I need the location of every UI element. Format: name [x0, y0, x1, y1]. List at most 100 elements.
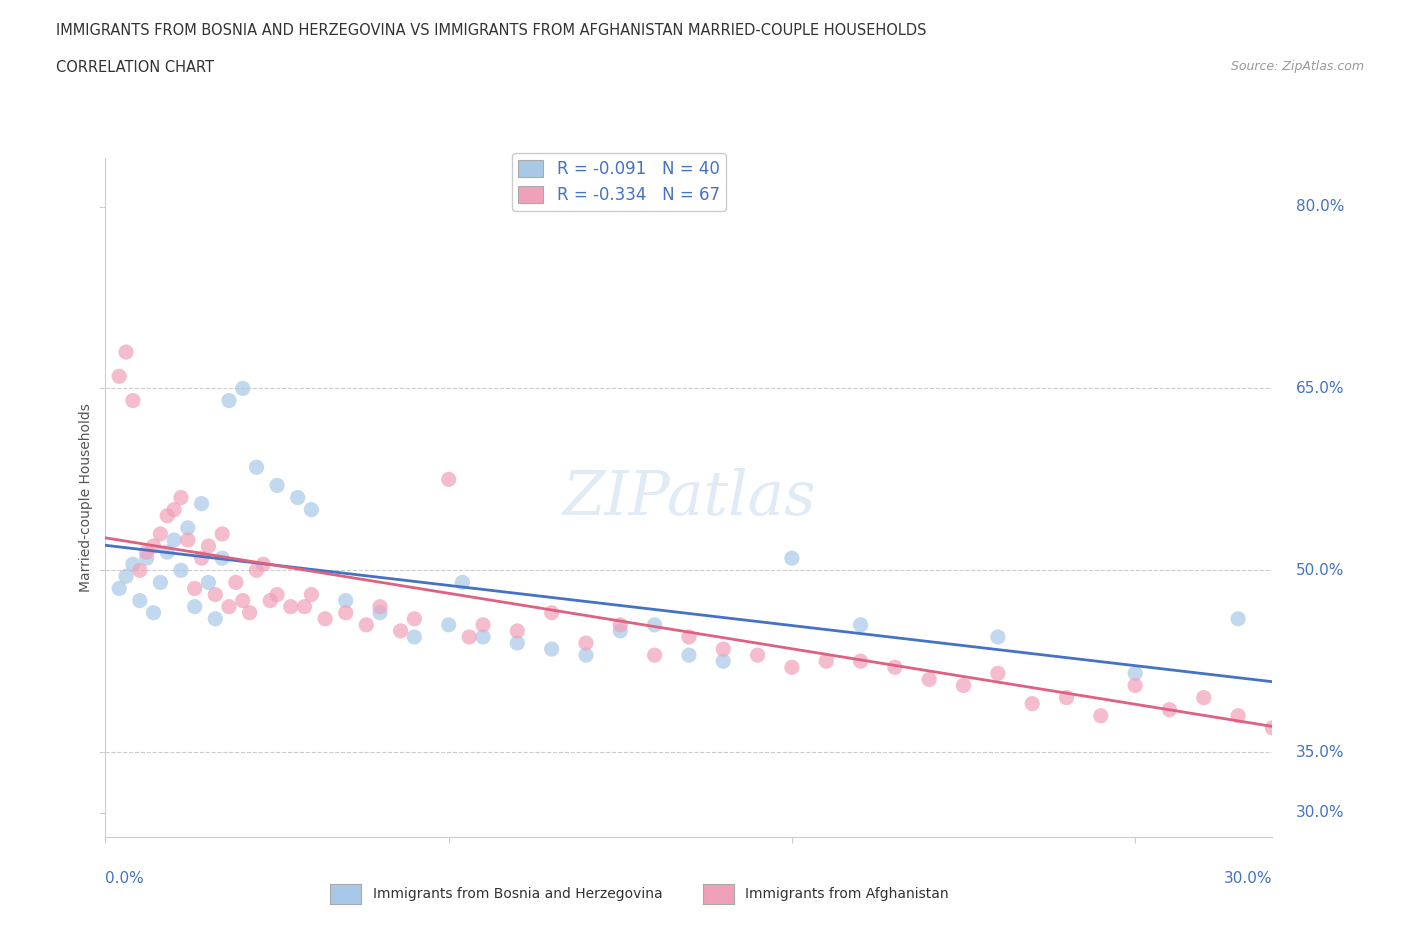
Point: [299, 587, 322, 602]
Point: [389, 623, 412, 638]
Point: [1227, 611, 1250, 626]
Text: 35.0%: 35.0%: [1296, 745, 1344, 760]
Point: [266, 587, 288, 602]
Point: [245, 459, 267, 474]
Point: [883, 660, 905, 675]
Point: [711, 654, 734, 669]
Point: [232, 381, 254, 396]
Y-axis label: Married-couple Households: Married-couple Households: [79, 403, 93, 592]
Text: ZIPatlas: ZIPatlas: [562, 468, 815, 527]
Point: [368, 599, 391, 614]
Point: [259, 593, 281, 608]
Text: 65.0%: 65.0%: [1296, 381, 1344, 396]
Point: [266, 478, 288, 493]
Point: [472, 618, 495, 632]
Point: [190, 551, 212, 565]
Point: [163, 502, 186, 517]
Text: CORRELATION CHART: CORRELATION CHART: [56, 60, 214, 75]
Point: [218, 599, 240, 614]
Point: [211, 551, 233, 565]
Point: [218, 393, 240, 408]
Point: [609, 623, 631, 638]
Point: [204, 587, 226, 602]
Legend: R = -0.091   N = 40, R = -0.334   N = 67: R = -0.091 N = 40, R = -0.334 N = 67: [512, 153, 727, 211]
Point: [506, 623, 529, 638]
Point: [149, 575, 172, 590]
Point: [128, 593, 150, 608]
Point: [183, 599, 205, 614]
Point: [177, 521, 200, 536]
Point: [197, 538, 219, 553]
Point: [747, 647, 769, 662]
Text: 80.0%: 80.0%: [1296, 199, 1344, 214]
Point: [142, 538, 165, 553]
Point: [849, 654, 872, 669]
Point: [177, 533, 200, 548]
Point: [952, 678, 974, 693]
Point: [849, 618, 872, 632]
Point: [252, 557, 274, 572]
Point: [711, 642, 734, 657]
Point: [299, 502, 322, 517]
Text: Source: ZipAtlas.com: Source: ZipAtlas.com: [1230, 60, 1364, 73]
Point: [149, 526, 172, 541]
Point: [156, 509, 179, 524]
Point: [115, 345, 138, 360]
Point: [135, 551, 157, 565]
Point: [644, 618, 666, 632]
Point: [190, 497, 212, 512]
Text: 30.0%: 30.0%: [1296, 805, 1344, 820]
Point: [170, 490, 193, 505]
Point: [287, 490, 309, 505]
Text: Immigrants from Bosnia and Herzegovina: Immigrants from Bosnia and Herzegovina: [373, 886, 662, 901]
Point: [1330, 733, 1353, 748]
Point: [368, 605, 391, 620]
Point: [437, 618, 460, 632]
Point: [1227, 709, 1250, 724]
Text: 50.0%: 50.0%: [1296, 563, 1344, 578]
Point: [232, 593, 254, 608]
Point: [404, 630, 426, 644]
Point: [540, 605, 562, 620]
Point: [156, 545, 179, 560]
Point: [458, 630, 481, 644]
Point: [239, 605, 262, 620]
Point: [1056, 690, 1078, 705]
Text: Immigrants from Afghanistan: Immigrants from Afghanistan: [745, 886, 949, 901]
Point: [1021, 697, 1043, 711]
Point: [644, 647, 666, 662]
Point: [404, 611, 426, 626]
Point: [987, 630, 1010, 644]
Point: [142, 605, 165, 620]
Point: [1399, 714, 1406, 729]
Point: [335, 605, 357, 620]
Point: [280, 599, 302, 614]
Point: [135, 545, 157, 560]
Point: [1192, 690, 1215, 705]
Point: [506, 635, 529, 650]
Point: [918, 672, 941, 687]
Point: [225, 575, 247, 590]
Point: [1123, 678, 1146, 693]
Point: [1123, 666, 1146, 681]
Point: [245, 563, 267, 578]
Point: [183, 581, 205, 596]
Point: [1090, 709, 1112, 724]
Point: [108, 581, 131, 596]
Point: [780, 660, 803, 675]
Point: [314, 611, 336, 626]
Point: [163, 533, 186, 548]
Point: [204, 611, 226, 626]
Point: [575, 647, 598, 662]
Point: [815, 654, 838, 669]
Point: [472, 630, 495, 644]
Point: [609, 618, 631, 632]
Point: [1261, 721, 1284, 736]
Point: [437, 472, 460, 486]
Point: [1295, 726, 1317, 741]
Point: [575, 635, 598, 650]
Point: [108, 369, 131, 384]
Point: [122, 557, 145, 572]
Point: [115, 569, 138, 584]
Text: 0.0%: 0.0%: [105, 870, 145, 886]
